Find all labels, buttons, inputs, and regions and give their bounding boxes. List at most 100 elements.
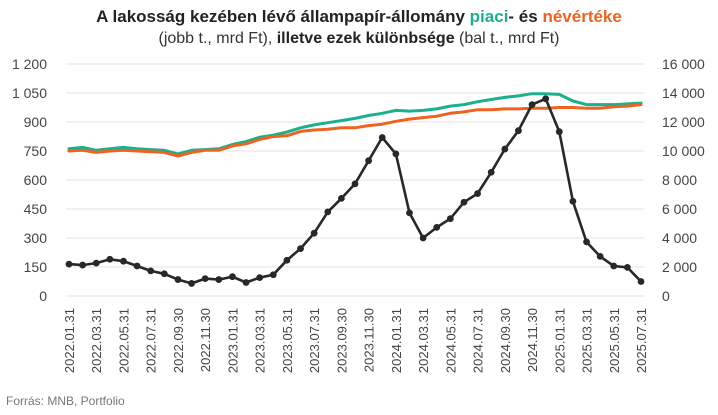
data-point-kulonbseg: [596, 252, 604, 260]
x-tick-label: 2025.01.31: [552, 308, 567, 373]
right-tick-label: 6 000: [662, 201, 697, 217]
series-line-piaci: [67, 92, 643, 156]
left-axis-ticks: 0 150 300 450 600 750 900 1 050 1 200: [12, 56, 47, 304]
x-axis-ticks: 2022.01.31 2022.03.31 2022.05.31 2022.07.31…: [62, 308, 649, 373]
title-mid: - és: [508, 7, 543, 26]
right-axis-ticks: 0 2 000 4 000 6 000 8 000 10 000 12 000 14 000 1…: [662, 56, 705, 304]
data-point-kulonbseg: [542, 95, 550, 103]
x-tick-label: 2023.01.31: [225, 308, 240, 373]
data-point-kulonbseg: [474, 190, 481, 197]
x-tick-label: 2022.11.30: [198, 308, 213, 372]
right-tick-label: 0: [662, 288, 670, 304]
source-note: Forrás: MNB, Portfolio: [6, 394, 125, 408]
data-point-kulonbseg: [92, 259, 100, 267]
data-point-kulonbseg: [229, 273, 236, 281]
series-line-nevertek: [67, 103, 643, 158]
data-point-kulonbseg: [392, 150, 400, 158]
data-point-kulonbseg: [419, 234, 427, 242]
data-point-kulonbseg: [487, 168, 495, 176]
difference-markers: [65, 95, 645, 287]
left-tick-label: 300: [24, 230, 48, 246]
x-tick-label: 2025.05.31: [607, 308, 622, 373]
data-point-kulonbseg: [324, 208, 332, 216]
x-tick-label: 2022.05.31: [116, 308, 131, 373]
title-nevertek: névértéke: [542, 7, 622, 26]
chart-title: A lakosság kezében lévő állampapír-állom…: [0, 6, 718, 50]
title-line2-b: illetve ezek különbsége: [276, 30, 455, 47]
x-tick-label: 2024.05.31: [443, 308, 458, 373]
data-point-kulonbseg: [269, 271, 277, 279]
data-point-kulonbseg: [160, 270, 168, 278]
left-tick-label: 0: [39, 288, 47, 304]
gridlines: [66, 63, 644, 297]
data-point-kulonbseg: [297, 245, 304, 253]
data-point-kulonbseg: [528, 101, 536, 108]
x-tick-label: 2024.03.31: [416, 308, 431, 373]
x-tick-label: 2022.09.30: [171, 308, 186, 373]
data-point-kulonbseg: [147, 267, 155, 275]
data-point-kulonbseg: [406, 209, 413, 217]
data-point-kulonbseg: [337, 194, 345, 202]
data-point-kulonbseg: [555, 128, 563, 136]
right-tick-label: 8 000: [662, 172, 697, 188]
data-point-kulonbseg: [515, 127, 522, 135]
right-tick-label: 2 000: [662, 259, 697, 275]
x-tick-label: 2023.09.30: [334, 308, 349, 373]
title-piaci: piaci: [469, 7, 509, 26]
right-tick-label: 12 000: [662, 114, 705, 130]
data-point-kulonbseg: [201, 275, 209, 282]
left-tick-label: 900: [24, 114, 48, 130]
x-tick-label: 2024.07.31: [471, 308, 486, 373]
data-point-kulonbseg: [501, 145, 509, 153]
data-point-kulonbseg: [133, 262, 141, 270]
right-tick-label: 4 000: [662, 230, 697, 246]
data-point-kulonbseg: [188, 280, 195, 287]
data-point-kulonbseg: [310, 229, 318, 237]
data-point-kulonbseg: [365, 157, 373, 165]
data-point-kulonbseg: [583, 238, 590, 246]
data-point-kulonbseg: [569, 197, 577, 205]
left-tick-label: 450: [24, 201, 48, 217]
x-tick-label: 2024.11.30: [525, 308, 540, 372]
data-point-kulonbseg: [351, 180, 359, 188]
right-tick-label: 10 000: [662, 143, 705, 159]
left-tick-label: 1 050: [12, 85, 47, 101]
x-tick-label: 2024.01.31: [389, 308, 404, 373]
x-tick-label: 2024.09.30: [498, 308, 513, 373]
x-tick-label: 2022.01.31: [62, 308, 77, 373]
x-tick-label: 2023.03.31: [253, 308, 268, 373]
data-point-kulonbseg: [460, 198, 468, 206]
x-tick-label: 2025.03.31: [580, 308, 595, 373]
data-point-kulonbseg: [106, 255, 114, 263]
right-tick-label: 16 000: [662, 56, 705, 72]
x-tick-label: 2022.03.31: [89, 308, 104, 373]
data-point-kulonbseg: [433, 223, 441, 231]
title-prefix: A lakosság kezében lévő állampapír-állom…: [96, 7, 470, 26]
data-point-kulonbseg: [256, 274, 264, 282]
data-point-kulonbseg: [378, 134, 386, 141]
data-point-kulonbseg: [637, 278, 645, 285]
left-tick-label: 750: [24, 143, 48, 159]
data-point-kulonbseg: [174, 276, 182, 283]
data-point-kulonbseg: [610, 262, 618, 270]
data-point-kulonbseg: [623, 263, 631, 271]
right-tick-label: 14 000: [662, 85, 705, 101]
data-point-kulonbseg: [283, 256, 291, 264]
left-tick-label: 600: [24, 172, 48, 188]
left-tick-label: 1 200: [12, 56, 47, 72]
data-point-kulonbseg: [120, 257, 127, 265]
left-tick-label: 150: [24, 259, 48, 275]
x-tick-label: 2023.11.30: [362, 308, 377, 372]
data-point-kulonbseg: [446, 215, 454, 223]
data-point-kulonbseg: [242, 279, 250, 286]
title-line2-a: (jobb t., mrd Ft),: [158, 30, 277, 47]
x-tick-label: 2022.07.31: [144, 308, 159, 373]
x-tick-label: 2023.07.31: [307, 308, 322, 373]
data-point-kulonbseg: [65, 260, 73, 268]
data-point-kulonbseg: [79, 261, 87, 269]
title-line2-c: (bal t., mrd Ft): [454, 30, 560, 47]
x-tick-label: 2023.05.31: [280, 308, 295, 373]
title-line-1: A lakosság kezében lévő állampapír-állom…: [0, 6, 718, 28]
x-tick-label: 2025.07.31: [634, 308, 649, 373]
